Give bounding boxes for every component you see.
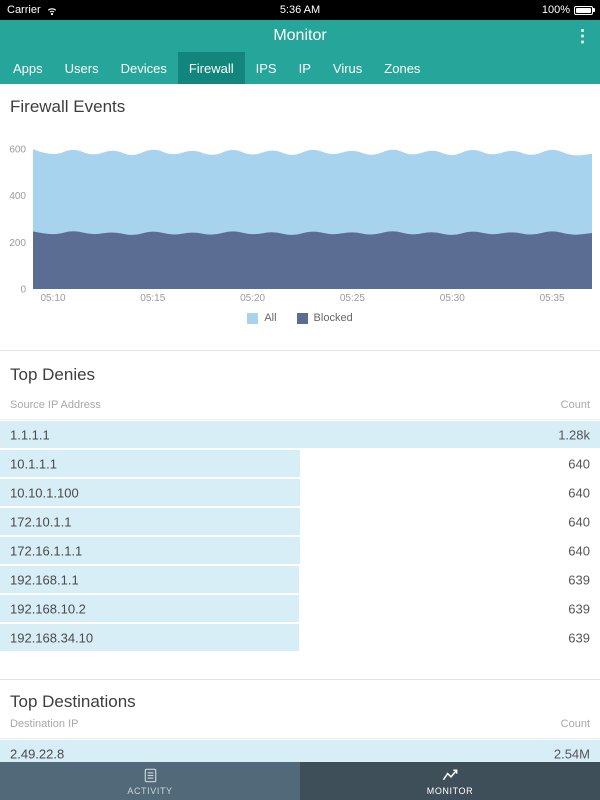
table-row[interactable]: 1.1.1.1 1.28k xyxy=(0,420,600,449)
tab-apps[interactable]: Apps xyxy=(13,60,43,76)
svg-text:05:10: 05:10 xyxy=(40,293,65,304)
status-left: Carrier xyxy=(7,4,59,16)
table-row[interactable]: 10.1.1.1 640 xyxy=(0,449,600,478)
battery-percent: 100% xyxy=(541,4,570,16)
row-ip: 10.10.1.100 xyxy=(10,485,79,500)
table-header: Destination IP Count xyxy=(0,718,600,739)
row-count: 640 xyxy=(568,543,590,558)
row-value-bar xyxy=(0,624,300,651)
column-destination-ip: Destination IP xyxy=(10,718,79,730)
bottom-tab-activity[interactable]: ACTIVITY xyxy=(0,762,300,800)
table-row[interactable]: 2.49.22.8 2.54M xyxy=(0,739,600,762)
row-value-bar xyxy=(0,450,300,477)
legend-label: Blocked xyxy=(313,312,353,324)
row-ip: 192.168.1.1 xyxy=(10,572,79,587)
section-title-firewall-events: Firewall Events xyxy=(10,97,126,116)
svg-text:05:20: 05:20 xyxy=(240,293,265,304)
legend-label: All xyxy=(264,312,277,324)
column-source-ip: Source IP Address xyxy=(10,399,101,411)
tab-ips[interactable]: IPS xyxy=(255,60,277,76)
clock: 5:36 AM xyxy=(279,4,321,16)
svg-text:0: 0 xyxy=(20,285,26,296)
table-header: Source IP Address Count xyxy=(0,399,600,420)
kebab-menu-icon[interactable]: ⋮ xyxy=(574,26,591,46)
top-denies-rows: 1.1.1.1 1.28k 10.1.1.1 640 10.10.1.100 640 172… xyxy=(0,420,600,652)
row-count: 639 xyxy=(568,601,590,616)
bottom-tab-label: ACTIVITY xyxy=(127,785,173,796)
status-right: 100% xyxy=(541,4,595,16)
legend-swatch xyxy=(247,312,259,324)
top-denies-section: Top Denies Source IP Address Count 1.1.1… xyxy=(0,350,600,652)
legend-item-blocked[interactable]: Blocked xyxy=(296,312,353,324)
svg-text:05:30: 05:30 xyxy=(440,293,465,304)
table-row[interactable]: 172.16.1.1.1 640 xyxy=(0,536,600,565)
tab-users[interactable]: Users xyxy=(64,60,99,76)
row-ip: 1.1.1.1 xyxy=(10,427,50,442)
row-count: 639 xyxy=(568,572,590,587)
bottom-tab-bar: ACTIVITY MONITOR xyxy=(0,762,600,800)
legend-swatch xyxy=(296,312,308,324)
row-value-bar xyxy=(0,421,600,448)
activity-list-icon xyxy=(144,768,156,782)
top-destinations-rows: 2.49.22.8 2.54M xyxy=(0,739,600,762)
row-value-bar xyxy=(0,537,300,564)
column-count: Count xyxy=(560,399,590,411)
section-title-top-denies: Top Denies xyxy=(10,365,96,384)
svg-text:200: 200 xyxy=(9,238,26,249)
wifi-icon xyxy=(47,7,56,15)
svg-text:05:35: 05:35 xyxy=(540,293,565,304)
chart-legend: All Blocked xyxy=(0,311,600,325)
svg-text:600: 600 xyxy=(9,145,26,156)
row-ip: 172.10.1.1 xyxy=(10,514,72,529)
top-destinations-section: Top Destinations Destination IP Count 2.… xyxy=(0,679,600,762)
firewall-events-chart: 0 200 400 600 05:10 05:15 05:20 05:25 05:30 05:35 xyxy=(9,145,592,304)
battery-fill xyxy=(576,7,591,13)
row-value-bar xyxy=(0,595,300,622)
battery-icon xyxy=(574,5,595,15)
svg-text:05:15: 05:15 xyxy=(140,293,165,304)
column-count: Count xyxy=(560,718,590,730)
tab-virus[interactable]: Virus xyxy=(332,60,363,76)
bottom-tab-label: MONITOR xyxy=(426,785,474,796)
bottom-tab-monitor[interactable]: MONITOR xyxy=(300,762,600,800)
row-ip: 2.49.22.8 xyxy=(10,746,65,761)
page-title: Monitor xyxy=(273,27,327,44)
row-ip: 192.168.10.2 xyxy=(10,601,86,616)
svg-text:400: 400 xyxy=(9,191,26,202)
table-row[interactable]: 10.10.1.100 640 xyxy=(0,478,600,507)
monitor-chart-icon xyxy=(442,769,458,780)
section-title-top-destinations: Top Destinations xyxy=(10,692,136,711)
content-scroll-area[interactable]: Firewall Events 0 200 400 600 05:10 05:15 05:2… xyxy=(0,84,600,762)
legend-item-all[interactable]: All xyxy=(247,312,277,324)
row-count: 639 xyxy=(568,630,590,645)
row-value-bar xyxy=(0,740,600,762)
svg-text:05:25: 05:25 xyxy=(340,293,365,304)
row-ip: 192.168.34.10 xyxy=(10,630,94,645)
carrier-label: Carrier xyxy=(7,4,41,16)
nav-bar: Monitor ⋮ xyxy=(0,20,600,52)
tab-zones[interactable]: Zones xyxy=(384,60,421,76)
row-ip: 10.1.1.1 xyxy=(10,456,57,471)
row-ip: 172.16.1.1.1 xyxy=(10,543,83,558)
table-row[interactable]: 192.168.1.1 639 xyxy=(0,565,600,594)
tab-bar: Apps Users Devices Firewall IPS IP Virus Zones xyxy=(0,52,600,84)
row-count: 640 xyxy=(568,456,590,471)
status-bar: Carrier 5:36 AM 100% xyxy=(0,0,600,20)
row-count: 2.54M xyxy=(553,746,590,761)
row-value-bar xyxy=(0,508,300,535)
row-value-bar xyxy=(0,566,300,593)
tab-firewall[interactable]: Firewall xyxy=(177,52,245,84)
tab-devices[interactable]: Devices xyxy=(120,60,167,76)
table-row[interactable]: 192.168.10.2 639 xyxy=(0,594,600,623)
table-row[interactable]: 172.10.1.1 640 xyxy=(0,507,600,536)
row-value-bar xyxy=(0,479,300,506)
row-count: 640 xyxy=(568,485,590,500)
row-count: 1.28k xyxy=(558,427,590,442)
table-row[interactable]: 192.168.34.10 639 xyxy=(0,623,600,652)
row-count: 640 xyxy=(568,514,590,529)
tab-ip[interactable]: IP xyxy=(298,60,311,76)
